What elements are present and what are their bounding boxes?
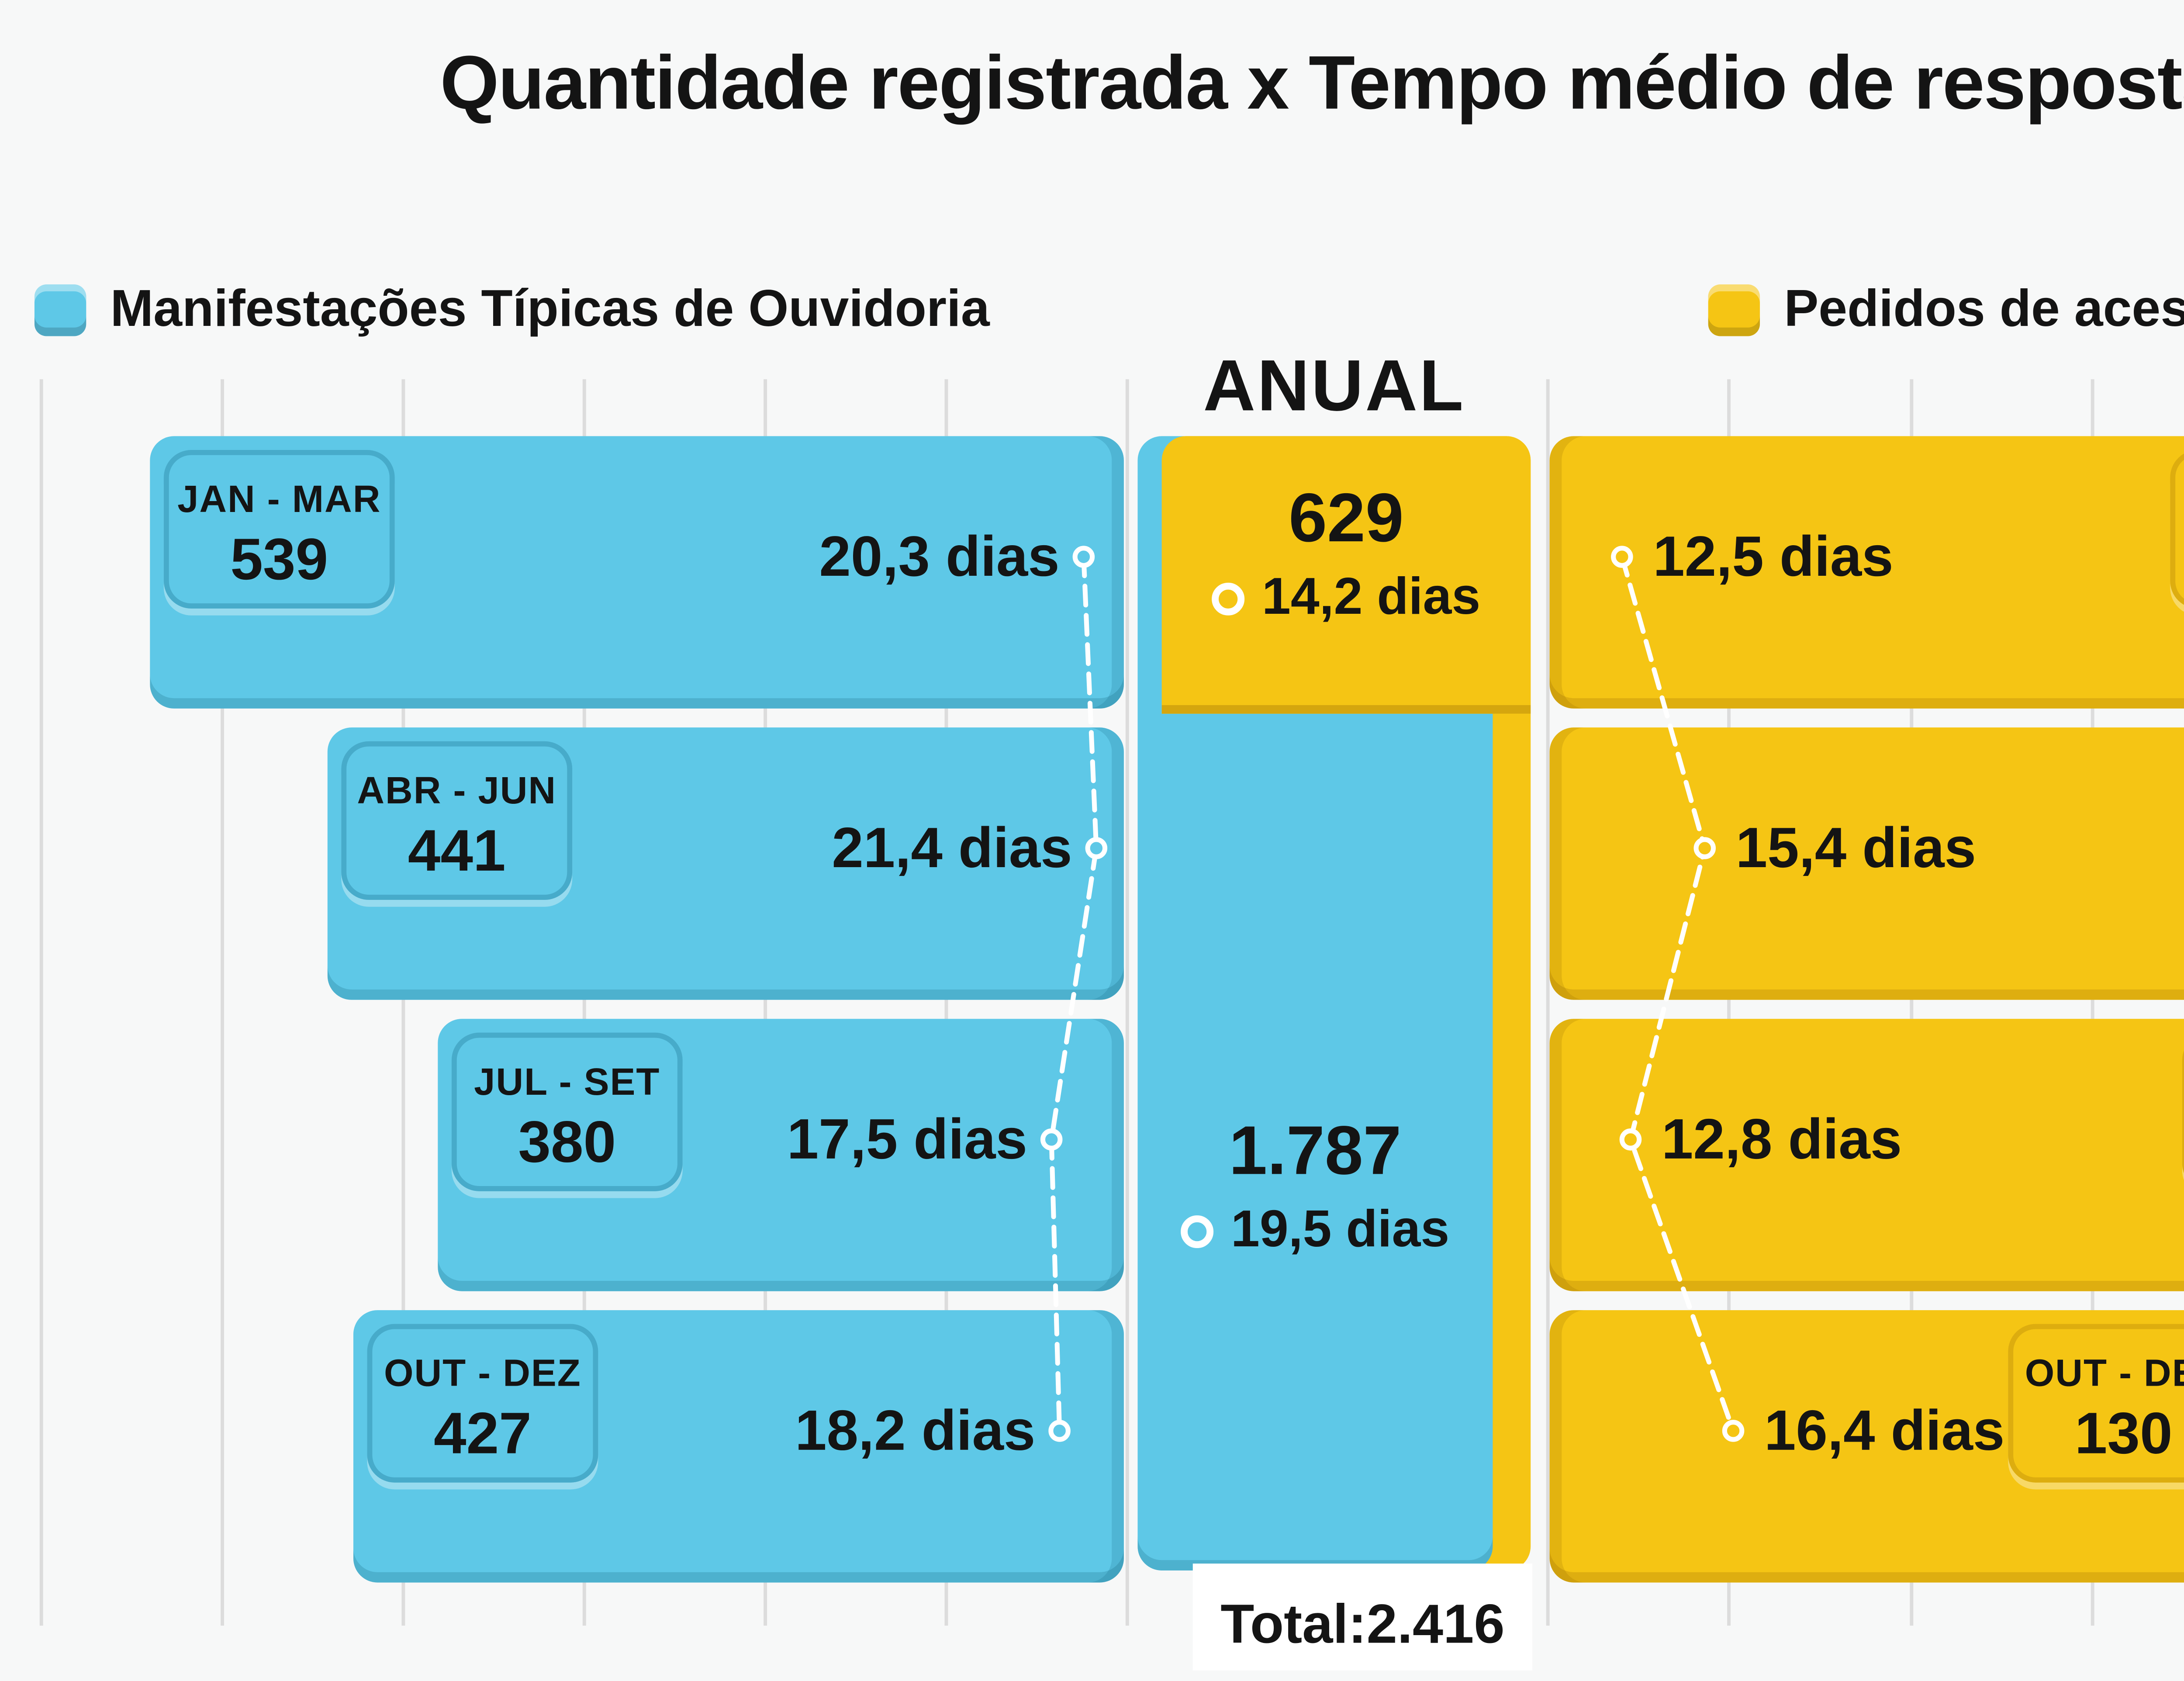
quarter-value: 539 — [230, 527, 328, 593]
quarter-period: ABR - JUN — [357, 769, 557, 812]
bar-ouvidoria-3: OUT - DEZ 427 — [353, 1310, 1124, 1583]
quarter-value: 130 — [2074, 1401, 2173, 1467]
bar-ouvidoria-1: ABR - JUN 441 — [327, 727, 1124, 1000]
quarter-label-box: JAN - MAR 539 — [163, 450, 395, 609]
annual-segment-ouvidoria: 1.787 19,5 dias — [1137, 713, 1493, 1570]
bar-ouvidoria-2: JUL - SET 380 — [438, 1019, 1124, 1291]
total-label: Total:2.416 — [1220, 1593, 1505, 1655]
avg-days-label: 12,8 dias — [1661, 1107, 1902, 1171]
legend-label-ouvidoria: Manifestações Típicas de Ouvidoria — [110, 281, 990, 338]
legend-item-ouvidoria: Manifestações Típicas de Ouvidoria — [34, 281, 990, 339]
quarter-label-box: OUT - DEZ 130 — [2008, 1324, 2184, 1483]
gridline — [944, 379, 948, 1626]
avg-days-label: 15,4 dias — [1735, 815, 1977, 879]
quarter-label-box: JUL - SET162 — [2182, 1032, 2184, 1191]
avg-days-label: 17,5 dias — [787, 1107, 1027, 1171]
legend-swatch-blue-icon — [34, 284, 86, 336]
gridline — [401, 379, 405, 1626]
avg-days-ring-icon — [1212, 581, 1245, 615]
legend-swatch-yellow-icon — [1708, 284, 1760, 336]
quarter-label-box: JUL - SET 380 — [451, 1032, 683, 1191]
annual-ouvidoria-value: 1.787 — [1229, 1114, 1402, 1190]
annual-ouvidoria-days: 19,5 dias — [1231, 1201, 1450, 1259]
legend-label-acesso: Pedidos de acesso à Informação — [1784, 281, 2184, 338]
legend-item-acesso: Pedidos de acesso à Informação — [1708, 281, 2184, 339]
quarter-value: 380 — [518, 1110, 616, 1176]
gridline — [582, 379, 586, 1626]
gridline — [1546, 379, 1550, 1626]
gridline — [1910, 379, 1914, 1626]
annual-acesso-value: 629 — [1289, 481, 1404, 557]
avg-days-label: 20,3 dias — [819, 524, 1060, 588]
quarter-label-box: ABR - JUN 441 — [341, 741, 573, 900]
annual-segment-acesso: 629 14,2 dias — [1161, 436, 1531, 714]
quarter-period: JUL - SET — [474, 1060, 660, 1103]
bar-ouvidoria-0: JAN - MAR 539 — [150, 436, 1124, 709]
chart-title: Quantidade registrada x Tempo médio de r… — [440, 41, 2184, 126]
gridline — [2091, 379, 2094, 1626]
quarter-value: 441 — [408, 819, 506, 885]
total-box: Total:2.416 — [1192, 1563, 1533, 1671]
quarter-value: 160 — [2175, 528, 2184, 595]
quarter-period: OUT - DEZ — [384, 1351, 581, 1395]
gridline — [1125, 379, 1129, 1626]
bar-acesso-3: OUT - DEZ 130 — [1549, 1310, 2184, 1583]
quarter-value: 427 — [433, 1401, 532, 1467]
avg-days-label: 16,4 dias — [1764, 1398, 2005, 1462]
quarter-label-box: OUT - DEZ 427 — [367, 1324, 598, 1483]
avg-days-label: 12,5 dias — [1653, 524, 1894, 588]
gridline — [39, 379, 43, 1626]
quarter-period: OUT - DEZ — [2025, 1351, 2184, 1395]
annual-acesso-days: 14,2 dias — [1262, 569, 1481, 626]
avg-days-label: 18,2 dias — [795, 1398, 1036, 1462]
gridline — [764, 379, 767, 1626]
avg-days-label: 21,4 dias — [832, 815, 1072, 879]
annual-heading: ANUAL — [1203, 345, 1465, 426]
quarter-label-box: JAN - MAR 160 — [2170, 450, 2184, 609]
quarter-period: JAN - MAR — [2175, 477, 2184, 522]
gridline — [221, 379, 225, 1626]
avg-days-ring-icon — [1181, 1214, 1214, 1248]
quarter-period: JAN - MAR — [177, 477, 381, 521]
